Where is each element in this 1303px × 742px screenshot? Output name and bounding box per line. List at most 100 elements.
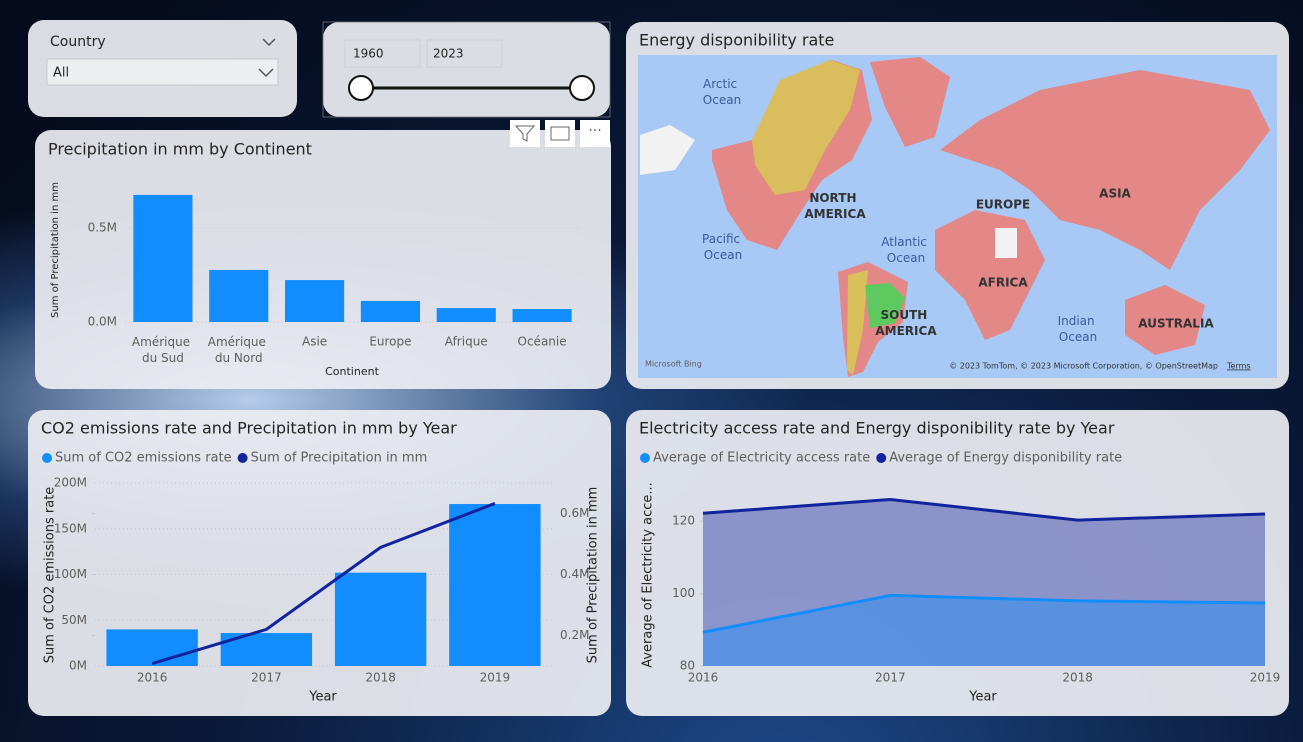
legend-marker xyxy=(237,453,248,463)
bar xyxy=(512,309,572,322)
end-year: 2023 xyxy=(433,47,464,61)
x-tick-label: 2019 xyxy=(480,671,511,685)
x-tick-label: Amérique du Nord xyxy=(208,335,270,365)
line xyxy=(151,502,496,665)
line xyxy=(702,497,1266,522)
x-tick-label: Europe xyxy=(369,335,411,349)
continent-label: AFRICA xyxy=(978,276,1028,290)
x-tick-label: Océanie xyxy=(518,335,567,349)
filter-icon[interactable] xyxy=(510,120,540,147)
legend-marker xyxy=(640,453,650,463)
y-tick-label: 0M xyxy=(69,659,87,673)
x-tick-label: 2017 xyxy=(875,671,906,685)
y-tick-label: 80 xyxy=(680,659,695,673)
dropdown[interactable] xyxy=(46,58,279,86)
legend-marker xyxy=(876,453,887,463)
y-tick-label: 0.6M xyxy=(560,506,589,520)
filter-glyph xyxy=(514,125,536,142)
land xyxy=(1125,285,1205,355)
y-tick-label: 0.5M xyxy=(88,221,117,235)
map-title: Energy disponibility rate xyxy=(639,31,834,50)
ocean-label: Atlantic Ocean xyxy=(881,234,930,264)
y-tick-label: 0.4M xyxy=(560,567,589,581)
x-tick-label: 2018 xyxy=(1062,671,1093,685)
continent-label: SOUTH AMERICA xyxy=(875,308,937,338)
chart-title: Electricity access rate and Energy dispo… xyxy=(639,419,1115,438)
slider-handle[interactable] xyxy=(348,75,374,101)
slicer-label: Country xyxy=(50,34,106,50)
continent-label: NORTH AMERICA xyxy=(804,191,866,221)
slider-handle[interactable] xyxy=(569,75,595,101)
start-year: 1960 xyxy=(353,47,384,61)
y-tick-label: 0.0M xyxy=(88,315,117,329)
ocean-label: Indian Ocean xyxy=(1058,313,1099,343)
bar xyxy=(436,308,496,322)
focus-icon[interactable] xyxy=(545,120,575,147)
y-tick-label: 50M xyxy=(61,613,87,627)
continent-label: ASIA xyxy=(1099,187,1131,201)
year-slicer-card xyxy=(323,22,610,117)
focus-glyph xyxy=(550,126,570,141)
axis-title: Average of Electricity acce... xyxy=(641,482,656,668)
collapse-chevron[interactable] xyxy=(262,38,276,47)
x-tick-label: 2016 xyxy=(137,671,168,685)
bar xyxy=(209,269,269,322)
start-input[interactable] xyxy=(344,39,421,68)
dropdown-value: All xyxy=(53,66,69,81)
x-tick-label: 2019 xyxy=(1250,671,1281,685)
map xyxy=(638,55,1277,378)
x-tick-label: Amérique du Sud xyxy=(132,335,194,365)
axis-title: Year xyxy=(308,690,337,705)
map-terms[interactable]: Terms xyxy=(1226,362,1251,371)
more-icon[interactable] xyxy=(580,120,610,147)
dropdown-chevron xyxy=(258,68,274,78)
legend-label: Average of Electricity access rate xyxy=(653,451,870,466)
x-tick-label: Asie xyxy=(302,335,327,349)
axis-title: Sum of Precipitation in mm xyxy=(586,487,601,664)
ocean-label: Pacific Ocean xyxy=(702,231,744,261)
bar xyxy=(133,194,193,322)
y-tick-label: 150M xyxy=(54,521,87,535)
y-tick-label: 100 xyxy=(672,586,695,600)
x-tick-label: 2017 xyxy=(251,671,282,685)
more-glyph: ··· xyxy=(588,123,601,139)
selection-outline xyxy=(322,21,611,118)
legend-label: Average of Energy disponibility rate xyxy=(889,451,1122,466)
land xyxy=(935,210,1045,340)
y-tick-label: 100M xyxy=(54,567,87,581)
bar xyxy=(285,280,345,322)
bar xyxy=(360,300,420,322)
end-input[interactable] xyxy=(426,39,503,68)
land xyxy=(865,283,905,328)
chart-title: CO2 emissions rate and Precipitation in … xyxy=(41,419,457,438)
line xyxy=(702,593,1266,634)
y-tick-label: 120 xyxy=(672,514,695,528)
map-attribution: © 2023 TomTom, © 2023 Microsoft Corporat… xyxy=(949,362,1218,371)
land xyxy=(995,228,1017,258)
x-tick-label: Afrique xyxy=(445,335,488,349)
x-tick-label: 2016 xyxy=(688,671,719,685)
area-card xyxy=(626,410,1289,716)
land xyxy=(847,270,868,375)
bar xyxy=(449,504,541,666)
land xyxy=(870,57,950,147)
axis-title: Year xyxy=(968,690,997,705)
y-tick-label: 200M xyxy=(54,476,87,490)
y-tick-label: 0.2M xyxy=(560,628,589,642)
land xyxy=(752,60,860,195)
area xyxy=(703,499,1265,666)
axis-title: Sum of CO2 emissions rate xyxy=(43,487,58,664)
land xyxy=(640,125,695,175)
axis-title: Continent xyxy=(325,365,379,378)
map-provider: Microsoft Bing xyxy=(645,360,702,369)
area xyxy=(703,595,1265,666)
bar xyxy=(334,572,427,666)
land xyxy=(940,70,1270,270)
continent-label: EUROPE xyxy=(976,198,1030,212)
legend-marker xyxy=(42,453,52,463)
x-tick-label: 2018 xyxy=(365,671,396,685)
continent-label: AUSTRALIA xyxy=(1138,317,1214,331)
bar-card xyxy=(35,130,611,389)
legend-label: Sum of Precipitation in mm xyxy=(251,451,428,466)
